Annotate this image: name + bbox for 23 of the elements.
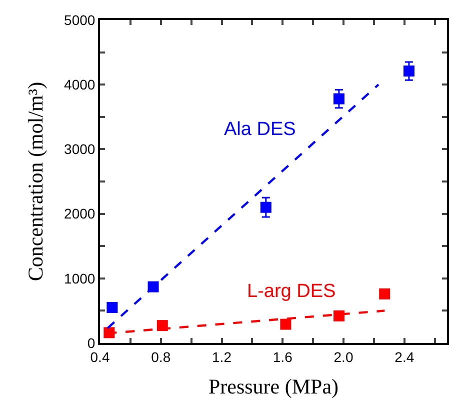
point [333,93,344,104]
x-tick-label: 2.0 [334,348,354,365]
x-tick-label: 0.4 [90,348,110,365]
y-tick-label: 4000 [64,76,96,92]
y-tick-label: 3000 [64,141,96,158]
point [260,202,272,213]
point [379,288,390,300]
y-tick-label: 5000 [64,12,96,28]
y-tick-label: 2000 [64,206,96,222]
x-tick-label: 1.2 [212,348,232,365]
point [403,66,414,77]
x-tick-label: 1.6 [272,348,293,365]
y-axis-title: Concentration (mol/m³) [24,82,48,282]
text: Ala DES [224,119,296,140]
x-axis-title: Pressure (MPa) [208,374,339,398]
point [333,310,344,322]
y-tick-label: 0 [87,334,96,351]
point [280,318,292,330]
x-tick-label: 0.8 [151,348,171,365]
y-tick-label: 1000 [64,270,96,286]
series-label: L-arg DES [247,281,336,302]
x-tick-label: 2.4 [394,348,414,365]
point [106,302,118,313]
